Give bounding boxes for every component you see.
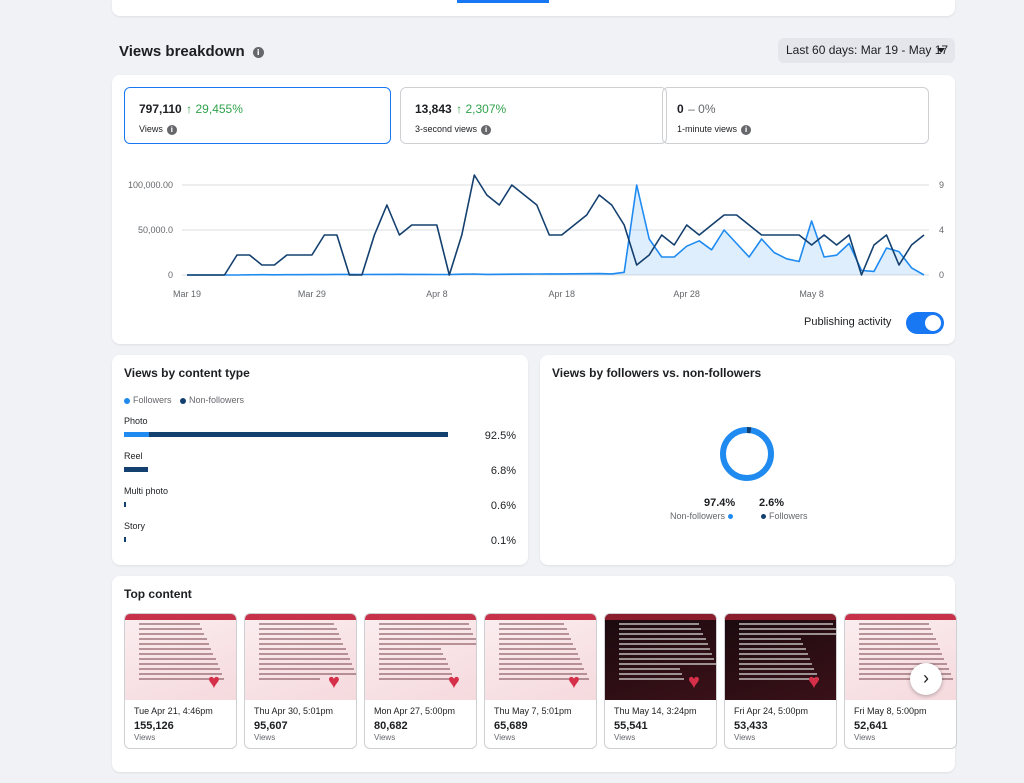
content-type-pct: 6.8%: [490, 465, 516, 477]
post-views-value: 53,433: [734, 720, 768, 732]
content-type-bar: [124, 502, 127, 507]
post-views-label: Views: [494, 733, 516, 742]
post-date: Mon Apr 27, 5:00pm: [374, 706, 456, 716]
post-views-label: Views: [734, 733, 756, 742]
post-views-label: Views: [134, 733, 156, 742]
info-icon[interactable]: i: [741, 124, 752, 135]
post-thumbnail[interactable]: ♥: [365, 614, 476, 700]
active-tab-indicator: [457, 0, 549, 3]
metric-value: 797,110: [139, 102, 182, 116]
post-views-label: Views: [854, 733, 876, 742]
legend-followers: Followers: [133, 395, 172, 405]
metric-views[interactable]: 797,110 ↑ 29,455% Views i: [124, 87, 391, 144]
post-date: Tue Apr 21, 4:46pm: [134, 706, 213, 716]
post-date: Thu May 7, 5:01pm: [494, 706, 572, 716]
top-content-item[interactable]: ♥ Tue Apr 21, 4:46pm 155,126 Views: [124, 613, 237, 749]
post-views-value: 155,126: [134, 720, 174, 732]
post-date: Thu May 14, 3:24pm: [614, 706, 697, 716]
content-type-bar: [124, 467, 148, 472]
post-views-value: 65,689: [494, 720, 528, 732]
top-tabs-strip: [112, 0, 955, 16]
metric-label: 1-minute views: [677, 124, 738, 134]
caret-down-icon: [937, 48, 945, 53]
content-type-pct: 92.5%: [484, 430, 516, 442]
followers-donut-chart: [720, 427, 774, 481]
followers-label-row: Followers: [761, 511, 808, 521]
followers-segment: [124, 432, 150, 437]
followers-dot: [761, 514, 766, 520]
metric-1-minute-views[interactable]: 0 – 0% 1-minute views i: [662, 87, 929, 144]
metric-label: Views: [139, 124, 163, 134]
content-type-pct: 0.6%: [490, 500, 516, 512]
date-range-label: Last 60 days: Mar 19 - May 17: [786, 43, 949, 57]
metric-3-second-views[interactable]: 13,843 ↑ 2,307% 3-second views i: [400, 87, 667, 144]
top-content-title: Top content: [124, 587, 192, 601]
content-type-card: [112, 355, 528, 565]
followers-label: Followers: [769, 511, 808, 521]
post-date: Fri May 8, 5:00pm: [854, 706, 927, 716]
post-thumbnail[interactable]: ♥: [245, 614, 356, 700]
non-followers-pct: 97.4%: [704, 497, 736, 509]
non-followers-label: Non-followers: [670, 511, 726, 521]
donut-non-followers-slice: [720, 427, 774, 481]
post-thumbnail[interactable]: ♥: [605, 614, 716, 700]
content-type-label: Photo: [124, 416, 148, 426]
legend-non-followers: Non-followers: [189, 395, 245, 405]
metric-label: 3-second views: [415, 124, 478, 134]
publishing-activity-toggle[interactable]: [906, 312, 944, 334]
post-thumbnail[interactable]: ♥: [725, 614, 836, 700]
info-icon[interactable]: i: [481, 124, 492, 135]
non-followers-label-row: Non-followers: [670, 511, 736, 521]
post-views-value: 95,607: [254, 720, 288, 732]
top-content-item[interactable]: ♥ Mon Apr 27, 5:00pm 80,682 Views: [364, 613, 477, 749]
metric-value: 13,843: [415, 102, 452, 116]
chevron-right-icon[interactable]: ›: [910, 663, 942, 695]
top-content-item[interactable]: ♥ Thu Apr 30, 5:01pm 95,607 Views: [244, 613, 357, 749]
content-type-label: Reel: [124, 451, 143, 461]
post-views-value: 52,641: [854, 720, 888, 732]
post-date: Thu Apr 30, 5:01pm: [254, 706, 334, 716]
info-icon[interactable]: i: [166, 124, 177, 135]
content-type-pct: 0.1%: [490, 535, 516, 547]
post-views-label: Views: [614, 733, 636, 742]
top-content-item[interactable]: ♥ Thu May 14, 3:24pm 55,541 Views: [604, 613, 717, 749]
metric-delta: ↑ 29,455%: [186, 102, 243, 116]
content-type-bar: [124, 432, 448, 437]
metric-delta: ↑ 2,307%: [456, 102, 507, 116]
metric-value: 0: [677, 102, 684, 116]
followers-dot: [124, 397, 130, 404]
post-views-value: 55,541: [614, 720, 648, 732]
non-followers-dot: [180, 397, 187, 404]
followers-split-card: [540, 355, 955, 565]
content-type-legend: Followers Non-followers: [124, 395, 244, 405]
top-content-item[interactable]: ♥ Thu May 7, 5:01pm 65,689 Views: [484, 613, 597, 749]
top-content-item[interactable]: ♥ Fri Apr 24, 5:00pm 53,433 Views: [724, 613, 837, 749]
post-thumbnail[interactable]: ♥: [125, 614, 236, 700]
donut-followers-slice: [720, 427, 774, 481]
post-views-label: Views: [374, 733, 396, 742]
non-followers-dot: [727, 514, 733, 520]
followers-split-title: Views by followers vs. non-followers: [552, 366, 762, 380]
post-views-value: 80,682: [374, 720, 408, 732]
content-type-bar: [124, 537, 126, 542]
views-breakdown-title: Views breakdown i: [119, 43, 264, 60]
followers-pct: 2.6%: [759, 497, 785, 509]
content-type-label: Story: [124, 521, 146, 531]
content-type-label: Multi photo: [124, 486, 169, 496]
post-thumbnail[interactable]: ♥: [485, 614, 596, 700]
post-date: Fri Apr 24, 5:00pm: [734, 706, 809, 716]
content-type-title: Views by content type: [124, 366, 250, 380]
post-views-label: Views: [254, 733, 276, 742]
views-chart-card: 797,110 ↑ 29,455% Views i 13,843 ↑ 2,307%…: [112, 75, 955, 344]
metric-delta: – 0%: [688, 102, 716, 116]
publishing-activity-label: Publishing activity: [804, 316, 892, 328]
info-icon[interactable]: i: [252, 46, 264, 58]
date-range-dropdown[interactable]: Last 60 days: Mar 19 - May 17: [778, 38, 955, 63]
views-breakdown-title-text: Views breakdown: [119, 43, 245, 60]
